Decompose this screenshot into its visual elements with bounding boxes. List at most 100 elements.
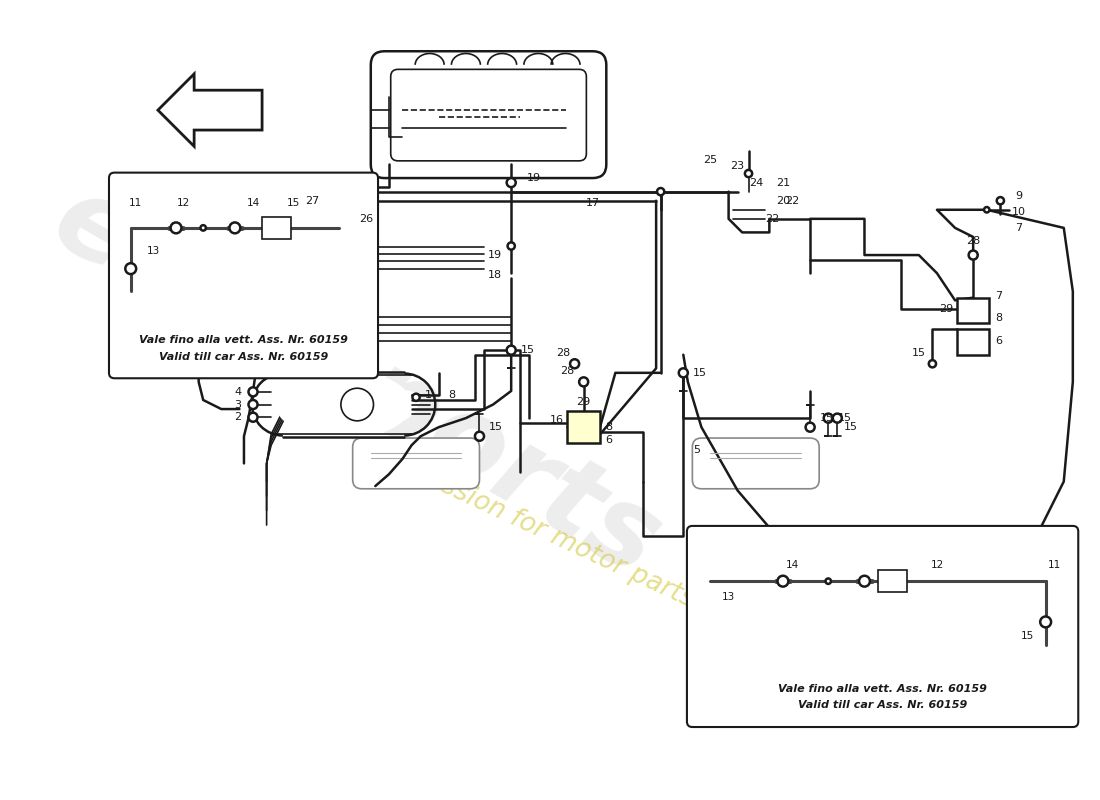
Text: 29: 29: [576, 397, 591, 407]
Text: 29: 29: [939, 305, 953, 314]
Text: 20: 20: [776, 196, 790, 206]
Text: 3: 3: [234, 399, 241, 410]
Bar: [957, 298, 990, 323]
FancyBboxPatch shape: [371, 51, 606, 178]
Text: 21: 21: [776, 178, 790, 187]
Circle shape: [805, 422, 815, 432]
Circle shape: [341, 388, 374, 421]
Text: 22: 22: [785, 196, 799, 206]
Text: 7: 7: [1015, 223, 1022, 233]
Text: 28: 28: [557, 348, 571, 358]
Circle shape: [657, 188, 664, 195]
Circle shape: [997, 197, 1004, 204]
Circle shape: [230, 222, 240, 234]
Circle shape: [833, 414, 842, 422]
Circle shape: [352, 208, 359, 215]
Text: 11: 11: [129, 198, 142, 207]
Text: 15: 15: [520, 345, 535, 355]
FancyBboxPatch shape: [686, 526, 1078, 727]
Text: 11: 11: [1048, 560, 1062, 570]
Text: 13: 13: [146, 246, 160, 255]
Text: 6: 6: [605, 435, 613, 445]
Circle shape: [475, 432, 484, 441]
Text: 7: 7: [996, 291, 1002, 301]
Bar: [878, 570, 908, 592]
Text: 16: 16: [550, 415, 563, 425]
Text: 10: 10: [1012, 206, 1025, 217]
Circle shape: [859, 576, 870, 586]
Circle shape: [249, 400, 257, 409]
Text: 19: 19: [527, 173, 541, 183]
Text: Valid till car Ass. Nr. 60159: Valid till car Ass. Nr. 60159: [798, 700, 967, 710]
Text: 25: 25: [703, 155, 717, 165]
Circle shape: [125, 263, 136, 274]
Text: 15: 15: [488, 422, 503, 432]
Text: 15: 15: [820, 413, 834, 423]
Text: 8: 8: [605, 422, 613, 432]
Circle shape: [984, 207, 990, 213]
Bar: [262, 217, 292, 238]
FancyBboxPatch shape: [109, 173, 378, 378]
Circle shape: [340, 202, 348, 209]
Text: a passion for motor parts since 1985: a passion for motor parts since 1985: [385, 449, 837, 678]
Circle shape: [507, 242, 515, 250]
FancyBboxPatch shape: [692, 438, 820, 489]
Text: 28: 28: [966, 237, 980, 246]
Text: 8: 8: [449, 390, 455, 401]
Text: 26: 26: [360, 214, 373, 224]
Text: 23: 23: [730, 162, 745, 171]
Circle shape: [745, 170, 752, 177]
Circle shape: [825, 578, 830, 584]
Circle shape: [969, 250, 978, 259]
Text: Valid till car Ass. Nr. 60159: Valid till car Ass. Nr. 60159: [158, 351, 328, 362]
Circle shape: [778, 576, 789, 586]
Text: Vale fino alla vett. Ass. Nr. 60159: Vale fino alla vett. Ass. Nr. 60159: [778, 684, 987, 694]
Circle shape: [249, 413, 257, 422]
Circle shape: [1041, 617, 1052, 627]
Circle shape: [679, 368, 688, 378]
Text: 15: 15: [912, 348, 926, 358]
Text: 27: 27: [305, 196, 319, 206]
Text: 19: 19: [487, 250, 502, 260]
Text: 14: 14: [246, 198, 260, 207]
Text: 6: 6: [996, 336, 1002, 346]
Text: 13: 13: [722, 593, 735, 602]
Text: 12: 12: [177, 198, 190, 207]
Text: 15: 15: [693, 368, 706, 378]
FancyBboxPatch shape: [353, 438, 480, 489]
Text: 15: 15: [837, 413, 851, 423]
Text: 2: 2: [234, 412, 241, 422]
Circle shape: [170, 222, 182, 234]
Circle shape: [507, 346, 516, 354]
Bar: [957, 330, 990, 354]
Text: 4: 4: [234, 387, 241, 397]
Text: 12: 12: [931, 560, 944, 570]
Text: 17: 17: [585, 198, 600, 207]
Circle shape: [579, 378, 588, 386]
Text: Vale fino alla vett. Ass. Nr. 60159: Vale fino alla vett. Ass. Nr. 60159: [139, 335, 348, 346]
Circle shape: [824, 414, 833, 422]
Text: 15: 15: [1021, 630, 1034, 641]
Circle shape: [412, 394, 420, 401]
FancyBboxPatch shape: [390, 70, 586, 161]
Text: 9: 9: [1015, 191, 1022, 201]
Text: 24: 24: [749, 178, 763, 187]
Circle shape: [249, 387, 257, 396]
Circle shape: [200, 225, 206, 230]
Circle shape: [507, 178, 516, 187]
Text: 8: 8: [996, 314, 1002, 323]
Circle shape: [570, 359, 579, 368]
Polygon shape: [158, 74, 262, 146]
Text: eurosports: eurosports: [35, 165, 679, 598]
Text: 5: 5: [693, 445, 701, 455]
Text: 15: 15: [844, 422, 858, 432]
Text: 18: 18: [487, 270, 502, 280]
Text: 15: 15: [287, 198, 300, 207]
Ellipse shape: [276, 370, 411, 439]
Circle shape: [928, 360, 936, 367]
Bar: [568, 411, 600, 443]
Text: 22: 22: [764, 214, 779, 224]
Text: 1: 1: [425, 390, 431, 401]
Text: 14: 14: [785, 560, 799, 570]
Text: 28: 28: [560, 366, 574, 376]
